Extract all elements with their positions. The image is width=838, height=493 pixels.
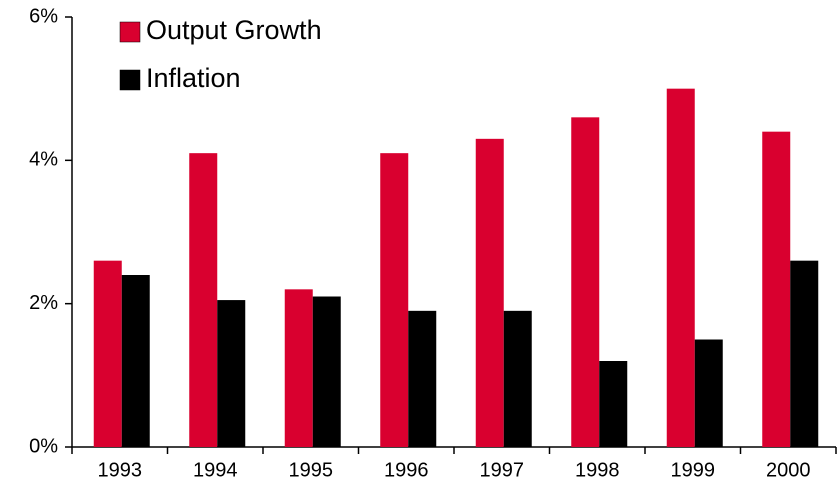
x-tick-label: 1997 <box>480 459 525 481</box>
bar <box>121 275 150 447</box>
bar <box>284 289 313 447</box>
bar <box>408 310 437 447</box>
x-tick-label: 2000 <box>766 459 811 481</box>
x-tick-label: 1999 <box>671 459 716 481</box>
y-tick-label: 6% <box>29 5 58 27</box>
bar <box>503 310 532 447</box>
legend-label: Output Growth <box>146 15 322 45</box>
x-tick-label: 1995 <box>289 459 334 481</box>
y-tick-label: 2% <box>29 292 58 314</box>
x-tick-label: 1993 <box>98 459 143 481</box>
bar <box>189 153 218 447</box>
legend-swatch <box>119 69 141 91</box>
bar <box>312 296 341 447</box>
x-tick-label: 1998 <box>575 459 620 481</box>
bar <box>666 88 695 448</box>
bar <box>571 117 600 447</box>
y-tick-label: 0% <box>29 435 58 457</box>
bar <box>762 131 791 447</box>
bar <box>380 153 409 447</box>
bar <box>217 300 246 447</box>
bar <box>475 138 504 448</box>
x-tick-label: 1994 <box>193 459 238 481</box>
bar <box>790 260 819 447</box>
y-tick-label: 4% <box>29 149 58 171</box>
bar <box>599 361 628 447</box>
bar <box>694 339 723 447</box>
x-tick-label: 1996 <box>384 459 429 481</box>
bar <box>93 260 122 447</box>
legend-label: Inflation <box>146 63 241 93</box>
legend-swatch <box>119 21 141 43</box>
